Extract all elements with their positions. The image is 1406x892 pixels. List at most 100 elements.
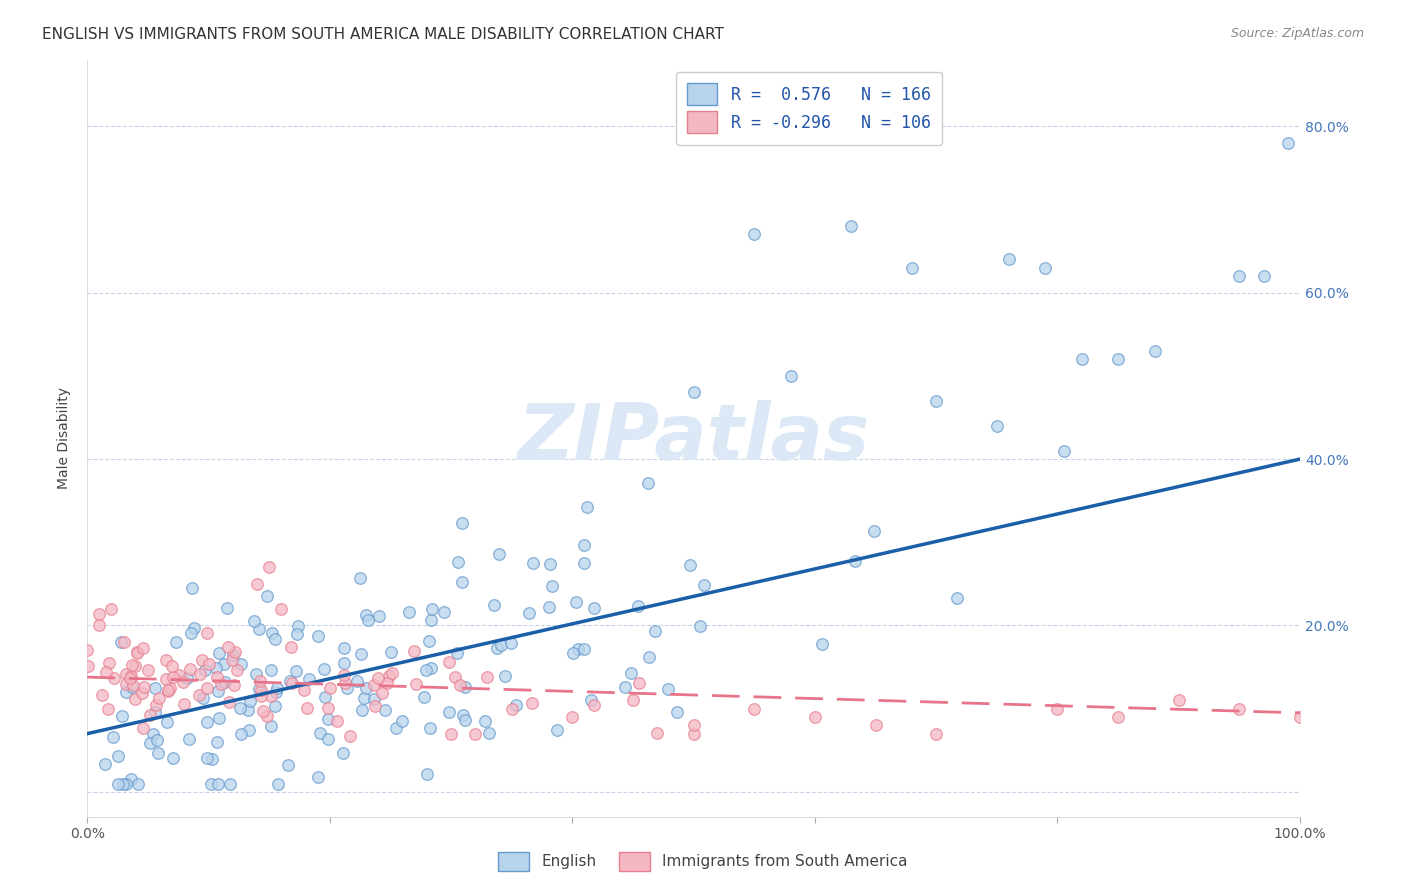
Point [214, 675, 236, 690]
Point [207, 776, 229, 790]
Point [194, 663, 217, 677]
Point [298, 672, 321, 686]
Point [224, 644, 246, 658]
Point [621, 693, 644, 707]
Point [221, 648, 243, 663]
Point [371, 686, 394, 700]
Point [1035, 260, 1057, 275]
Point [839, 219, 862, 233]
Point [205, 735, 228, 749]
Point [131, 721, 153, 735]
Point [1046, 702, 1069, 716]
Point [307, 629, 329, 643]
Point [332, 668, 354, 682]
Point [546, 723, 568, 738]
Point [451, 516, 474, 530]
Point [314, 690, 336, 704]
Point [120, 671, 142, 685]
Point [1167, 693, 1189, 707]
Point [339, 730, 361, 744]
Point [132, 680, 155, 694]
Point [419, 721, 441, 735]
Point [418, 633, 440, 648]
Point [143, 705, 166, 719]
Point [77, 658, 100, 673]
Point [218, 695, 240, 709]
Point [145, 732, 167, 747]
Point [155, 672, 177, 686]
Point [326, 714, 349, 728]
Point [318, 701, 340, 715]
Point [226, 663, 249, 677]
Point [183, 621, 205, 635]
Point [217, 601, 239, 615]
Point [998, 252, 1021, 267]
Point [433, 605, 456, 619]
Point [200, 776, 222, 790]
Point [218, 776, 240, 790]
Point [614, 680, 637, 694]
Point [148, 747, 170, 761]
Point [637, 650, 659, 665]
Point [517, 606, 540, 620]
Point [367, 671, 389, 685]
Point [246, 577, 269, 591]
Point [257, 560, 280, 574]
Point [901, 260, 924, 275]
Point [201, 752, 224, 766]
Point [111, 708, 134, 723]
Point [160, 658, 183, 673]
Point [1289, 710, 1312, 724]
Point [925, 727, 948, 741]
Point [260, 689, 283, 703]
Point [567, 642, 589, 657]
Point [89, 618, 111, 632]
Point [385, 721, 408, 735]
Point [280, 676, 302, 690]
Point [139, 707, 162, 722]
Point [188, 667, 211, 681]
Point [139, 736, 162, 750]
Point [176, 671, 198, 685]
Point [565, 595, 588, 609]
Point [292, 683, 315, 698]
Point [98, 656, 121, 670]
Point [352, 703, 374, 717]
Point [267, 776, 290, 790]
Point [121, 680, 143, 694]
Point [356, 681, 378, 695]
Point [156, 715, 179, 730]
Point [404, 644, 426, 658]
Legend: English, Immigrants from South America: English, Immigrants from South America [489, 843, 917, 880]
Point [346, 673, 368, 688]
Point [112, 635, 135, 649]
Point [97, 701, 120, 715]
Point [245, 667, 267, 681]
Text: Source: ZipAtlas.com: Source: ZipAtlas.com [1230, 27, 1364, 40]
Point [380, 645, 402, 659]
Point [205, 661, 228, 675]
Point [127, 776, 149, 790]
Point [120, 772, 142, 786]
Point [501, 702, 523, 716]
Point [489, 638, 512, 652]
Point [439, 656, 461, 670]
Point [333, 641, 356, 656]
Point [162, 751, 184, 765]
Point [260, 719, 283, 733]
Point [689, 619, 711, 633]
Point [260, 663, 283, 677]
Point [229, 727, 252, 741]
Point [312, 662, 335, 676]
Point [336, 681, 359, 695]
Point [986, 418, 1008, 433]
Point [191, 653, 214, 667]
Point [93, 757, 115, 772]
Point [195, 715, 218, 730]
Point [354, 607, 377, 622]
Point [378, 669, 401, 683]
Point [364, 698, 387, 713]
Point [1070, 352, 1092, 367]
Point [572, 641, 595, 656]
Point [574, 538, 596, 552]
